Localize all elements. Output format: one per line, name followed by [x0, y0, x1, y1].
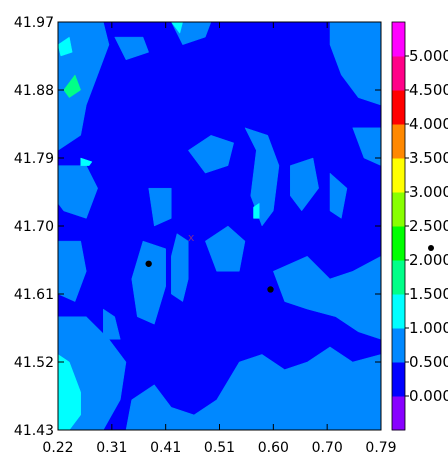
data-point-0: [145, 260, 152, 267]
x-tick-label-4: 0.60: [258, 440, 289, 456]
y-tick-label-1: 41.88: [14, 83, 54, 99]
x-tick-label-6: 0.79: [365, 440, 396, 456]
contour-region-8: [290, 157, 319, 212]
colorbar-label-0: 0.000: [409, 387, 448, 405]
colorbar-swatch-10: [392, 56, 405, 91]
colorbar-swatch-0: [392, 396, 405, 431]
data-points: [145, 260, 274, 293]
y-tick-label-0: 41.97: [14, 15, 54, 31]
y-tick-label-6: 41.43: [14, 423, 54, 439]
contour-region-9: [329, 172, 348, 219]
contour-region-2: [58, 240, 87, 302]
contour-region-16: [272, 255, 381, 340]
colorbar-swatch-7: [392, 158, 405, 193]
colorbar-swatch-5: [392, 226, 405, 261]
x-tick-label-3: 0.51: [204, 440, 235, 456]
legend-dot: [428, 245, 434, 251]
contour-region-6: [187, 135, 234, 174]
colorbar-label-10: 5.000: [409, 47, 448, 65]
colorbar-swatch-3: [392, 294, 405, 329]
y-tick-label-4: 41.61: [14, 287, 54, 303]
y-tick-label-3: 41.70: [14, 219, 54, 235]
contour-region-19: [58, 354, 81, 430]
contour-region-21: [170, 22, 183, 34]
colorbar-label-5: 2.500: [409, 217, 448, 235]
x-tick-label-5: 0.70: [312, 440, 343, 456]
y-axis: 41.97 41.88 41.79 41.70 41.61 41.52 41.43: [14, 15, 381, 439]
colorbar-label-2: 1.000: [409, 319, 448, 337]
x-tick-label-2: 0.41: [150, 440, 181, 456]
contour-region-17: [103, 308, 121, 340]
contour-region-4: [114, 36, 150, 61]
contour-region-20: [58, 36, 73, 57]
annotations: x: [188, 231, 195, 244]
colorbar-label-6: 3.000: [409, 183, 448, 201]
colorbar-label-9: 4.500: [409, 81, 448, 99]
contour-region-15: [204, 225, 246, 272]
y-tick-label-2: 41.79: [14, 151, 54, 167]
colorbar-swatch-2: [392, 328, 405, 363]
x-axis: 0.22 0.31 0.41 0.51 0.60 0.70 0.79: [42, 22, 397, 456]
contour-region-23: [80, 157, 93, 166]
colorbar-swatch-9: [392, 90, 405, 125]
colorbar-label-4: 2.000: [409, 251, 448, 269]
x-tick-label-0: 0.22: [42, 440, 73, 456]
colorbar-swatch-1: [392, 362, 405, 397]
y-tick-label-5: 41.52: [14, 355, 54, 371]
colorbar: 0.000 0.500 1.000 1.500 2.000 2.500 3.000 3.500…: [391, 21, 448, 431]
colorbar-label-8: 4.000: [409, 115, 448, 133]
colorbar-label-7: 3.500: [409, 149, 448, 167]
contour-region-10: [329, 22, 381, 106]
annotation-mark-0: x: [188, 231, 195, 244]
colorbar-swatch-6: [392, 192, 405, 227]
colorbar-label-1: 0.500: [409, 353, 448, 371]
contour-region-22: [253, 202, 260, 219]
contour-region-0: [58, 22, 110, 151]
contour-region-12: [131, 240, 166, 325]
colorbar-swatch-4: [392, 260, 405, 295]
contour-region-14: [148, 187, 172, 227]
data-point-1: [267, 286, 274, 293]
colorbar-label-3: 1.500: [409, 285, 448, 303]
contour-region-18: [125, 346, 381, 430]
contour-region-13: [171, 233, 189, 303]
contour-regions: [58, 22, 381, 430]
colorbar-swatch-11: [392, 22, 405, 57]
colorbar-swatch-8: [392, 124, 405, 159]
contour-region-24: [63, 74, 82, 98]
contour-region-7: [244, 127, 280, 227]
colorbar-frame: [391, 21, 406, 431]
x-tick-label-1: 0.31: [96, 440, 127, 456]
contour-region-11: [352, 127, 381, 166]
